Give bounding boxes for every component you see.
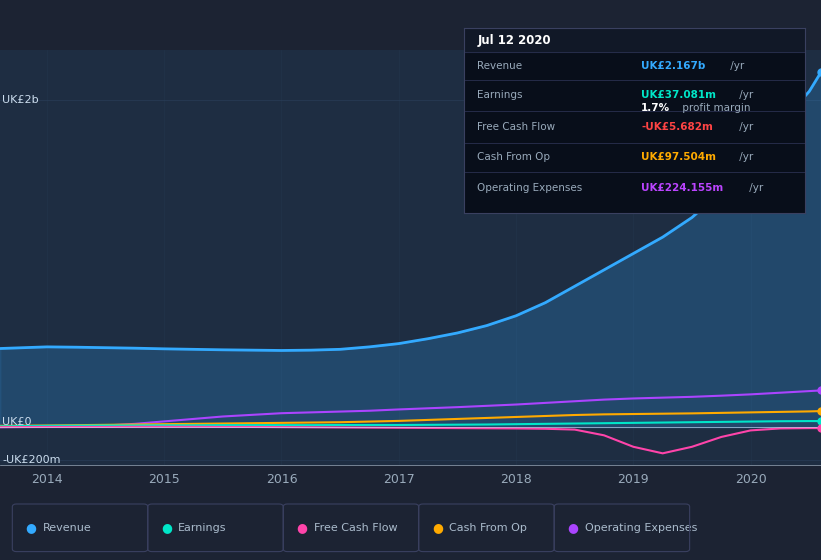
Text: ●: ●	[161, 521, 172, 534]
Text: Revenue: Revenue	[43, 523, 91, 533]
Text: Operating Expenses: Operating Expenses	[478, 183, 583, 193]
Text: /yr: /yr	[746, 183, 764, 193]
Text: ●: ●	[567, 521, 579, 534]
Text: /yr: /yr	[736, 91, 754, 100]
Text: UK£2.167b: UK£2.167b	[641, 61, 705, 71]
Text: /yr: /yr	[736, 152, 754, 162]
Text: UK£97.504m: UK£97.504m	[641, 152, 716, 162]
Text: Operating Expenses: Operating Expenses	[585, 523, 697, 533]
Text: Jul 12 2020: Jul 12 2020	[478, 34, 551, 46]
Text: Earnings: Earnings	[178, 523, 227, 533]
Text: -UK£200m: -UK£200m	[2, 455, 61, 465]
Text: ●: ●	[296, 521, 308, 534]
Text: UK£0: UK£0	[2, 417, 32, 427]
Text: Revenue: Revenue	[478, 61, 523, 71]
Text: ●: ●	[432, 521, 443, 534]
Text: UK£2b: UK£2b	[2, 95, 39, 105]
Text: /yr: /yr	[727, 61, 744, 71]
Text: Earnings: Earnings	[478, 91, 523, 100]
Text: -UK£5.682m: -UK£5.682m	[641, 122, 713, 132]
Text: 1.7%: 1.7%	[641, 104, 670, 113]
Text: ●: ●	[25, 521, 37, 534]
Text: Cash From Op: Cash From Op	[449, 523, 527, 533]
Text: Free Cash Flow: Free Cash Flow	[478, 122, 556, 132]
Text: UK£37.081m: UK£37.081m	[641, 91, 716, 100]
Text: profit margin: profit margin	[679, 104, 750, 113]
Bar	[464, 28, 805, 52]
Text: UK£224.155m: UK£224.155m	[641, 183, 723, 193]
Text: Cash From Op: Cash From Op	[478, 152, 551, 162]
Text: /yr: /yr	[736, 122, 754, 132]
Text: Free Cash Flow: Free Cash Flow	[314, 523, 397, 533]
